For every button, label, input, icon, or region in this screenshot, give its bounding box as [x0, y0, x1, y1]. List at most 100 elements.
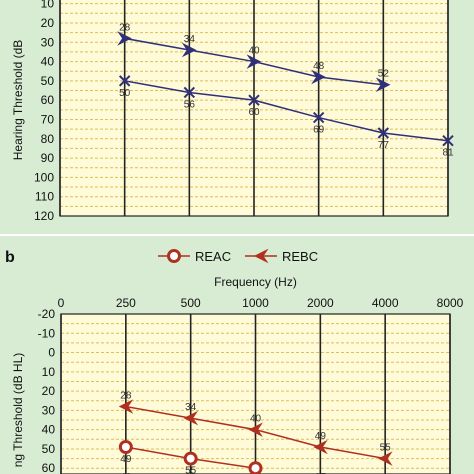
data-point-marker — [442, 135, 454, 147]
data-point-marker — [248, 94, 260, 106]
y-tick-label: 10 — [42, 365, 56, 379]
data-label: 56 — [184, 99, 196, 110]
y-tick-label: -20 — [38, 307, 56, 321]
data-point-marker — [183, 410, 199, 426]
data-label: 67 — [315, 472, 327, 474]
x-axis-title: Frequency (Hz) — [214, 275, 297, 289]
legend-label-reac: REAC — [195, 249, 231, 264]
data-point-marker-shape — [442, 135, 454, 147]
data-point-marker — [183, 86, 196, 99]
data-point-marker-shape — [313, 439, 328, 455]
data-point-marker — [118, 75, 131, 87]
data-point-marker — [248, 422, 263, 437]
y-tick-label: 120 — [34, 209, 54, 223]
legend-marker-rebc — [253, 248, 269, 264]
data-label: 55 — [380, 443, 392, 454]
data-label: 49 — [315, 431, 327, 442]
data-label: 49 — [120, 454, 132, 465]
x-tick-label: 250 — [116, 296, 136, 310]
panel-letter-b: b — [5, 249, 15, 266]
y-tick-label: -10 — [38, 326, 56, 340]
data-label: 69 — [313, 125, 325, 136]
legend-label-rebc: REBC — [282, 249, 318, 264]
audiogram-panel-b: b REAC REBC -20 -10 0 10 20 30 40 50 60 0 250 500 1000 2… — [5, 248, 464, 474]
x-tick-label: 500 — [181, 296, 201, 310]
data-point-marker — [378, 451, 393, 466]
legend-marker-reac — [167, 249, 181, 263]
data-point-marker — [183, 451, 198, 466]
data-label: 77 — [378, 140, 390, 151]
data-point-marker-shape — [181, 42, 197, 58]
data-label: 34 — [185, 402, 197, 413]
y-tick-label: 10 — [41, 0, 55, 11]
data-point-marker-shape — [378, 451, 393, 466]
data-point-marker-shape — [118, 399, 134, 414]
plot-frame — [60, 313, 451, 474]
data-point-marker — [311, 69, 326, 85]
y-tick-label: 40 — [42, 423, 56, 437]
data-point-marker-shape — [183, 410, 199, 426]
data-point-marker — [246, 54, 262, 69]
data-point-marker-shape — [248, 94, 260, 106]
y-tick-label: 50 — [41, 74, 55, 88]
data-label: 28 — [119, 22, 131, 33]
data-point-marker-shape — [183, 451, 198, 466]
data-label: 28 — [120, 391, 132, 402]
data-point-marker — [312, 111, 325, 124]
data-label: 52 — [378, 69, 390, 80]
data-label: 50 — [119, 88, 131, 99]
y-tick-label: 100 — [34, 170, 54, 184]
y-tick-label: 60 — [41, 93, 55, 107]
plot-frame — [59, 0, 449, 217]
y-axis-title: ng Threshold (dB HL) — [11, 353, 25, 468]
data-point-marker-shape — [375, 77, 391, 93]
data-point-marker — [181, 42, 197, 58]
data-point-marker — [377, 127, 390, 139]
data-label: 81 — [442, 148, 454, 159]
data-point-marker-shape — [377, 127, 390, 139]
y-tick-label: 110 — [35, 190, 54, 204]
data-point-marker-shape — [312, 111, 325, 124]
y-tick-label: 50 — [42, 442, 56, 456]
x-tick-label: 8000 — [437, 296, 464, 310]
data-label: 34 — [184, 34, 196, 45]
y-tick-label: 40 — [41, 55, 55, 69]
data-label: 60 — [248, 107, 260, 118]
legend-marker-reac-shape — [167, 249, 181, 263]
data-label: 49 — [120, 472, 132, 474]
y-tick-label: 0 — [48, 346, 55, 360]
data-label: 40 — [250, 414, 262, 425]
data-point-marker-shape — [118, 440, 133, 455]
data-label: 55 — [185, 466, 197, 474]
data-point-marker-shape — [248, 422, 263, 437]
x-tick-label: 4000 — [372, 296, 399, 310]
data-point-marker-shape — [246, 54, 262, 69]
y-tick-label: 20 — [42, 384, 56, 398]
data-point-marker — [375, 77, 391, 93]
y-tick-label: 20 — [41, 16, 55, 30]
y-axis-title: Hearing Threshold (dB — [11, 40, 25, 161]
y-tick-label: 80 — [41, 132, 55, 146]
data-point-marker-shape — [248, 461, 263, 474]
data-point-marker-shape — [183, 86, 196, 99]
data-point-marker — [248, 461, 263, 474]
data-point-marker — [118, 440, 133, 455]
y-tick-label: 60 — [42, 461, 56, 474]
y-tick-label: 90 — [41, 151, 55, 165]
data-point-marker — [118, 399, 134, 414]
x-tick-label: 0 — [58, 296, 65, 310]
series-line — [124, 80, 449, 142]
data-point-marker — [313, 439, 328, 455]
audiogram-panel-a: 10 20 30 40 50 60 70 80 90 100 110 120 Hearing Thres… — [11, 0, 454, 223]
data-point-marker — [117, 31, 132, 46]
x-tick-label: 2000 — [307, 296, 334, 310]
data-label: 40 — [248, 46, 260, 57]
legend: REAC REBC — [158, 248, 318, 264]
x-tick-label: 1000 — [242, 296, 269, 310]
y-tick-label: 30 — [42, 403, 56, 417]
data-label: 48 — [313, 61, 325, 72]
legend-marker-rebc-shape — [253, 248, 269, 264]
data-point-marker-shape — [117, 31, 132, 46]
data-point-marker-shape — [118, 75, 131, 87]
